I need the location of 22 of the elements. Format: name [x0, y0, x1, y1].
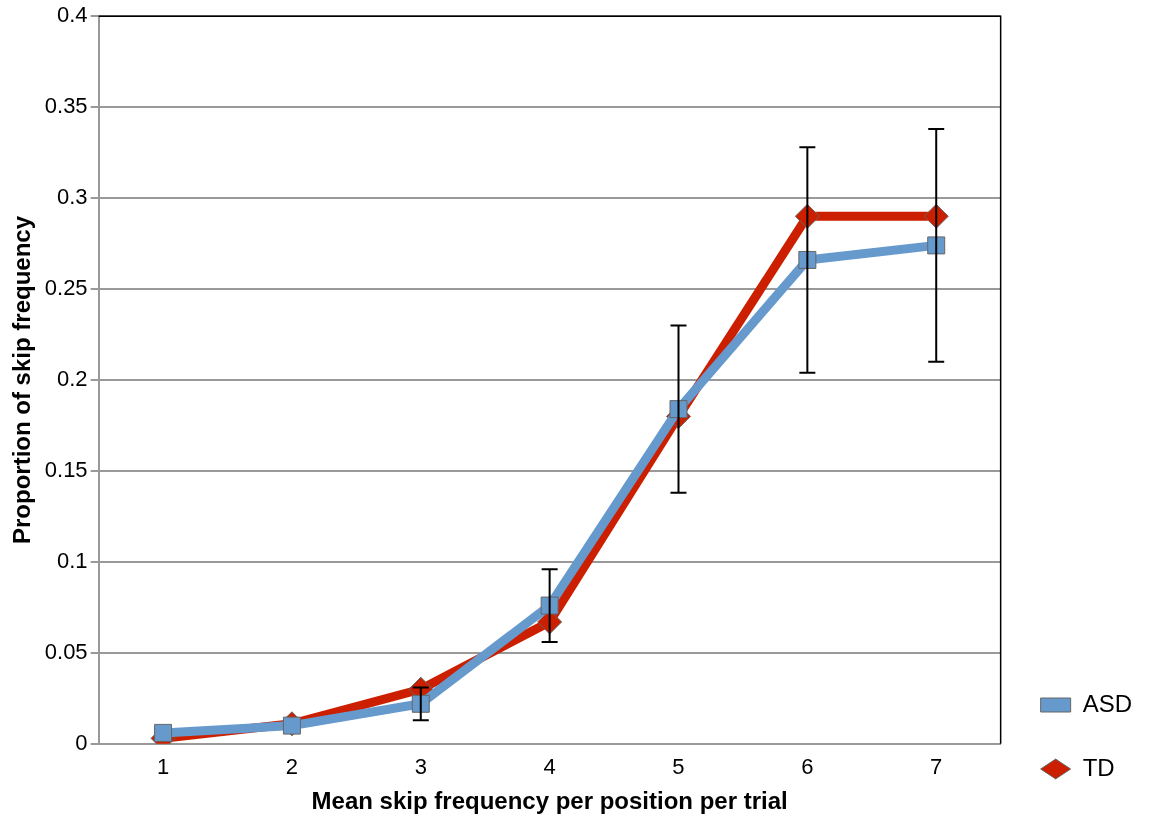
x-tick-label: 4 — [543, 754, 556, 780]
x-tick-label: 5 — [672, 754, 685, 780]
x-tick-label: 6 — [801, 754, 814, 780]
point — [154, 723, 173, 742]
y-axis-title: Proportion of skip frequency — [8, 215, 36, 545]
x-axis-title: Mean skip frequency per position per trial — [311, 787, 788, 815]
y-tick-label: 0.05 — [44, 638, 88, 664]
y-tick-label: 0 — [75, 729, 88, 755]
x-tick-label: 1 — [156, 754, 170, 780]
y-tick-label: 0.15 — [44, 457, 88, 483]
x-tick-label: 7 — [930, 754, 943, 780]
y-tick-label: 0.2 — [57, 366, 88, 392]
y-tick-label: 0.25 — [44, 275, 88, 301]
point — [282, 716, 301, 735]
y-tick-label: 0.4 — [57, 2, 88, 28]
y-tick-label: 0.35 — [44, 93, 88, 119]
legend-label: TD — [1082, 753, 1115, 781]
y-tick-label: 0.1 — [57, 547, 88, 573]
x-tick-label: 2 — [285, 754, 299, 780]
legend-label: ASD — [1082, 689, 1133, 717]
y-tick-label: 0.3 — [57, 184, 88, 210]
x-tick-label: 3 — [414, 754, 427, 780]
